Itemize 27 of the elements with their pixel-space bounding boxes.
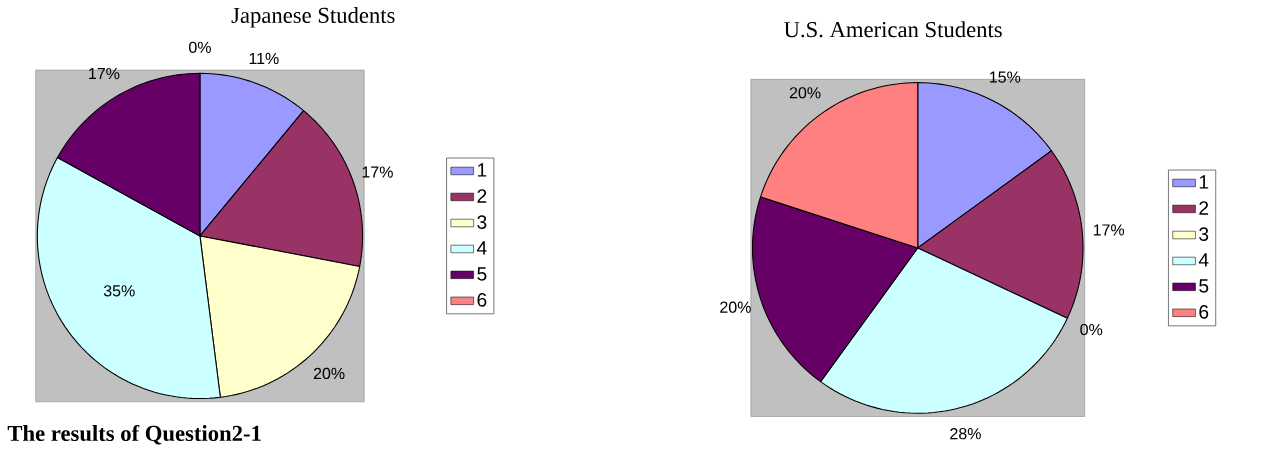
legend-label: 6: [1199, 305, 1209, 319]
data-label: 11%: [249, 53, 279, 65]
legend-label: 3: [1199, 227, 1209, 242]
text: 0%: [1080, 324, 1103, 336]
data-label: 20%: [720, 301, 751, 314]
chart-title: U.S. American Students: [784, 21, 1002, 38]
data-label: 20%: [789, 87, 821, 99]
legend-label: 1: [1199, 175, 1209, 189]
legend-label: 3: [477, 215, 487, 230]
legend-label: 2: [477, 189, 487, 203]
data-label: 17%: [362, 166, 393, 178]
chart-title: Japanese Students: [231, 7, 395, 28]
legend-label: 4: [1198, 253, 1209, 267]
legend-label: 5: [1199, 279, 1209, 293]
data-label: 35%: [103, 285, 135, 297]
legend-label: 4: [476, 241, 487, 255]
data-label: 17%: [89, 68, 120, 80]
legend-label: 1: [478, 163, 487, 177]
text: 0%: [189, 41, 211, 54]
legend-label: 2: [1199, 201, 1209, 215]
data-label: 20%: [313, 368, 345, 380]
text: The results of Question2-1: [7, 425, 261, 445]
data-label: 15%: [990, 71, 1021, 83]
data-label: 17%: [1093, 224, 1125, 236]
legend-label: 6: [477, 293, 487, 307]
data-label: 28%: [950, 428, 981, 440]
legend-label: 5: [477, 267, 487, 281]
